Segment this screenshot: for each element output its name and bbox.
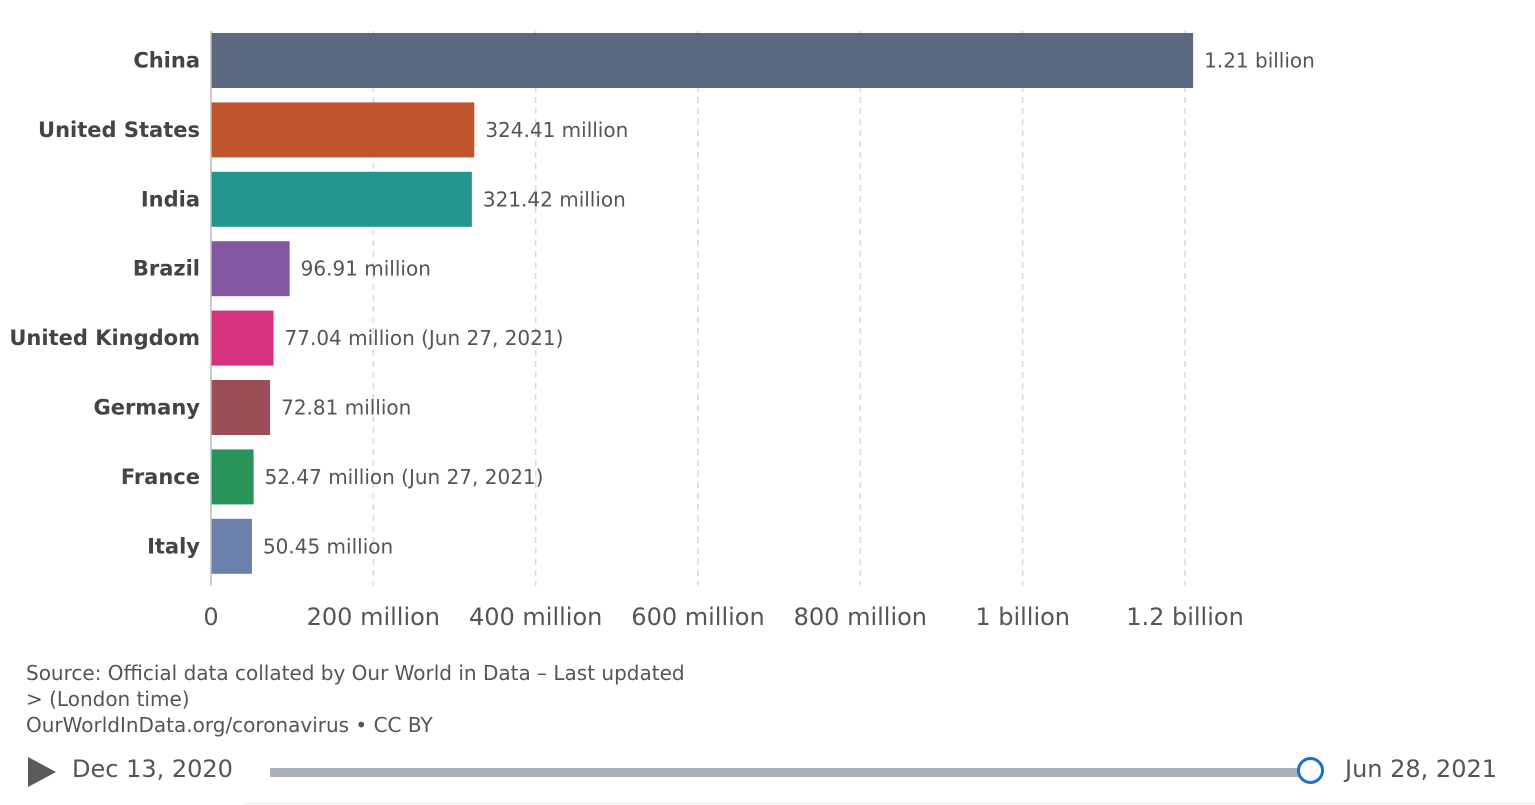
category-label: China — [133, 49, 200, 73]
bar[interactable] — [211, 310, 274, 366]
value-label: 1.21 billion — [1204, 49, 1315, 73]
source-time-note: > (London time) — [26, 687, 190, 711]
timeline-end-date[interactable]: Jun 28, 2021 — [1345, 755, 1498, 783]
x-tick-label: 0 — [203, 603, 218, 631]
x-tick-label: 400 million — [469, 603, 602, 631]
timeline-handle[interactable] — [1297, 757, 1324, 784]
play-icon — [28, 757, 56, 787]
category-label: United Kingdom — [9, 326, 200, 350]
category-label: Italy — [147, 534, 200, 558]
bar[interactable] — [211, 171, 472, 227]
category-label: Brazil — [133, 257, 200, 281]
timeline-track[interactable] — [270, 768, 1310, 777]
value-label: 321.42 million — [483, 187, 626, 211]
value-label: 77.04 million (Jun 27, 2021) — [285, 326, 564, 350]
category-label: France — [121, 465, 200, 489]
timeline: Dec 13, 2020 Jun 28, 2021 — [0, 745, 1535, 800]
x-tick-label: 600 million — [631, 603, 764, 631]
source-note: Source: Official data collated by Our Wo… — [26, 660, 786, 738]
divider — [245, 803, 1535, 804]
x-tick-label: 1.2 billion — [1126, 603, 1244, 631]
play-button[interactable] — [26, 755, 58, 789]
category-label: India — [141, 187, 200, 211]
value-label: 50.45 million — [263, 534, 393, 558]
bar-chart: China 1.21 billion United States 324.41 mil… — [9, 31, 1315, 631]
value-label: 324.41 million — [485, 118, 628, 142]
bar[interactable] — [211, 380, 271, 435]
value-label: 72.81 million — [281, 396, 411, 420]
bar[interactable] — [211, 102, 475, 158]
value-label: 52.47 million (Jun 27, 2021) — [265, 465, 544, 489]
source-line: Source: Official data collated by Our Wo… — [26, 661, 685, 685]
source-link[interactable]: OurWorldInData.org/coronavirus • CC BY — [26, 713, 433, 737]
bar[interactable] — [211, 241, 290, 297]
category-label: United States — [38, 118, 200, 142]
x-tick-label: 200 million — [307, 603, 440, 631]
bar[interactable] — [211, 449, 254, 505]
x-tick-label: 1 billion — [975, 603, 1070, 631]
x-tick-label: 800 million — [794, 603, 927, 631]
timeline-start-date[interactable]: Dec 13, 2020 — [72, 755, 233, 783]
bar[interactable] — [211, 33, 1194, 88]
category-label: Germany — [93, 396, 200, 420]
value-label: 96.91 million — [301, 257, 431, 281]
chart-area: China 1.21 billion United States 324.41 mil… — [9, 31, 1315, 631]
bar[interactable] — [211, 518, 252, 574]
